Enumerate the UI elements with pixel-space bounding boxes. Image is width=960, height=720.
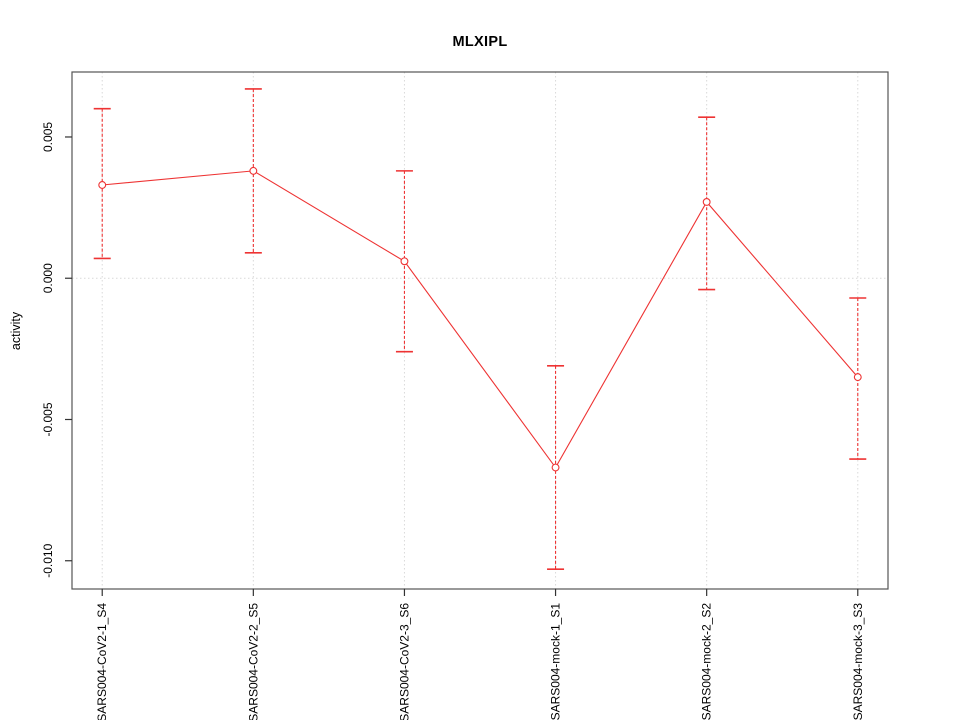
data-point [400, 257, 409, 266]
x-tick-label: SARS004-mock-2_S2 [700, 603, 714, 720]
y-tick-label: 0.000 [41, 263, 55, 293]
data-point [249, 166, 258, 175]
data-point [702, 198, 711, 206]
y-tick-label: 0.005 [41, 122, 55, 152]
x-tick-label: SARS004-CoV2-1_S4 [95, 603, 109, 720]
data-point [853, 373, 862, 382]
plot-frame [71, 71, 889, 590]
x-tick-label: SARS004-mock-3_S3 [851, 603, 865, 720]
x-tick-label: SARS004-CoV2-2_S5 [246, 603, 260, 720]
y-tick-label: -0.005 [41, 402, 55, 436]
y-tick-label: -0.010 [41, 543, 55, 577]
data-point [551, 463, 560, 472]
series-line [102, 170, 859, 469]
x-tick-label: SARS004-CoV2-3_S6 [397, 603, 411, 720]
x-tick-label: SARS004-mock-1_S1 [549, 603, 563, 720]
data-point [98, 181, 107, 189]
chart-title: MLXIPL [452, 34, 508, 50]
